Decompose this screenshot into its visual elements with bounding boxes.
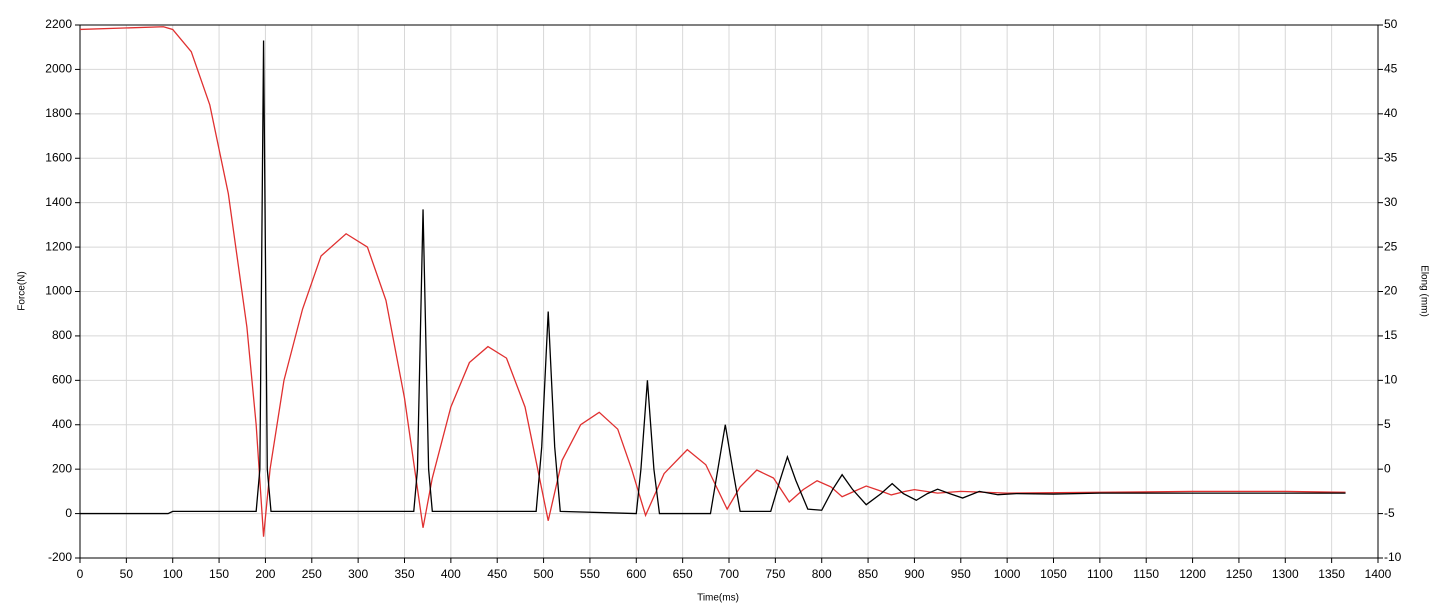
x-tick-label: 600 [626, 567, 646, 581]
y2-tick-label: 30 [1384, 195, 1398, 209]
x-tick-label: 1150 [1133, 567, 1159, 581]
y-tick-label: 400 [52, 417, 72, 431]
x-tick-label: 1000 [994, 567, 1021, 581]
x-tick-label: 500 [534, 567, 554, 581]
y2-tick-label: 5 [1384, 417, 1391, 431]
x-tick-label: 550 [580, 567, 600, 581]
x-tick-label: 50 [120, 567, 134, 581]
y2-axis-label: Elong (mm) [1418, 265, 1429, 317]
y-tick-label: 1000 [45, 284, 72, 298]
y-tick-label: 200 [52, 461, 72, 475]
y-tick-label: 800 [52, 328, 72, 342]
x-tick-label: 1200 [1179, 567, 1206, 581]
series-line [80, 40, 1346, 515]
x-tick-label: 300 [348, 567, 368, 581]
x-tick-label: 200 [255, 567, 275, 581]
x-tick-label: 750 [765, 567, 785, 581]
y-axis-label: Force(N) [17, 271, 28, 310]
y-tick-label: 2200 [45, 17, 72, 31]
x-tick-label: 350 [394, 567, 414, 581]
x-tick-label: 700 [719, 567, 739, 581]
y2-tick-label: -5 [1384, 506, 1395, 520]
y2-tick-label: 15 [1384, 328, 1398, 342]
x-tick-label: 0 [77, 567, 84, 581]
y-tick-label: -200 [48, 550, 72, 564]
x-tick-label: 250 [302, 567, 322, 581]
y2-tick-label: 20 [1384, 284, 1398, 298]
y2-tick-label: 35 [1384, 150, 1398, 164]
y-tick-label: 1600 [45, 150, 72, 164]
y2-tick-label: 40 [1384, 106, 1398, 120]
x-tick-label: 150 [209, 567, 229, 581]
y-tick-label: 2000 [45, 62, 72, 76]
y-tick-label: 1200 [45, 239, 72, 253]
x-tick-label: 950 [951, 567, 971, 581]
y2-tick-label: 50 [1384, 17, 1398, 31]
series-line [79, 26, 1346, 537]
x-tick-label: 1300 [1272, 567, 1299, 581]
y-tick-label: 600 [52, 373, 72, 387]
x-tick-label: 1350 [1318, 567, 1345, 581]
x-tick-label: 800 [812, 567, 832, 581]
x-tick-label: 650 [673, 567, 693, 581]
y-tick-label: 0 [65, 506, 72, 520]
x-tick-label: 400 [441, 567, 461, 581]
y2-tick-label: 45 [1384, 62, 1398, 76]
y2-tick-label: -10 [1384, 550, 1402, 564]
plot-frame [79, 24, 1379, 559]
x-tick-label: 450 [487, 567, 507, 581]
x-tick-label: 900 [904, 567, 924, 581]
y-tick-label: 1800 [45, 106, 72, 120]
y2-tick-label: 0 [1384, 461, 1391, 475]
x-tick-label: 1250 [1226, 567, 1253, 581]
x-axis-label: Time(ms) [697, 593, 739, 604]
y-tick-label: 1400 [45, 195, 72, 209]
x-tick-label: 1050 [1040, 567, 1067, 581]
y2-tick-label: 10 [1384, 373, 1398, 387]
y2-tick-label: 25 [1384, 239, 1398, 253]
x-tick-label: 1100 [1087, 567, 1113, 581]
x-tick-label: 1400 [1365, 567, 1392, 581]
x-tick-label: 850 [858, 567, 878, 581]
x-tick-label: 100 [163, 567, 183, 581]
